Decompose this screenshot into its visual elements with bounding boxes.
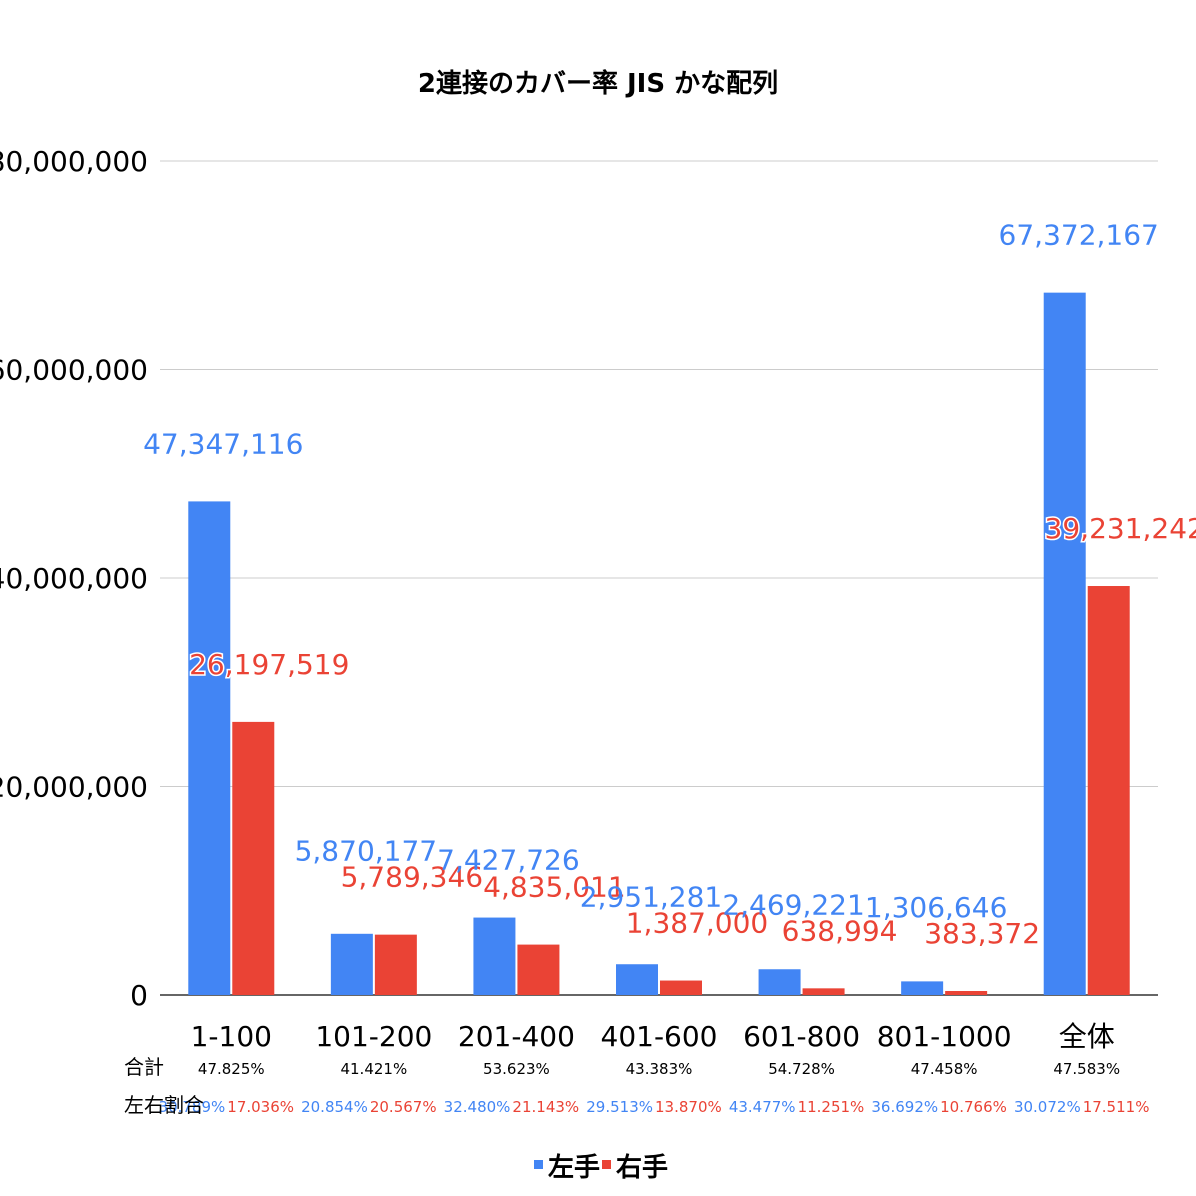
y-tick-label: 60,000,000 [0, 354, 148, 387]
total-percent: 41.421% [340, 1060, 407, 1078]
x-tick-label: 101-200 [315, 1020, 432, 1053]
data-label-right: 26,197,519 [189, 648, 349, 681]
bar-right [945, 991, 988, 995]
data-labels: 47,347,116 26,197,519 5,870,1775,789,3467,… [143, 219, 1196, 952]
right-ratio: 10.766% [940, 1098, 1007, 1116]
legend-label-right: 右手 [616, 1153, 668, 1183]
legend-swatch-left [534, 1160, 543, 1169]
gridlines [160, 160, 1158, 996]
data-label-left: 2,469,221 [722, 888, 865, 921]
x-tick-label: 全体 [1059, 1020, 1115, 1053]
bar-left [188, 501, 231, 995]
legend-label-left: 左手 [548, 1153, 600, 1183]
data-label-right: 4,835,011 [483, 871, 626, 904]
left-ratio: 32.480% [444, 1098, 511, 1116]
bar-left [1043, 292, 1086, 996]
bar-left [473, 917, 516, 995]
left-ratio: 43.477% [729, 1098, 796, 1116]
data-label-left: 1,306,646 [865, 891, 1008, 924]
left-ratio: 30.072% [1014, 1098, 1081, 1116]
left-ratio: 36.692% [871, 1098, 938, 1116]
right-ratio: 21.143% [512, 1098, 579, 1116]
total-percent: 43.383% [626, 1060, 693, 1078]
right-ratio: 17.036% [227, 1098, 294, 1116]
data-label-right: 638,994 [782, 914, 898, 947]
left-ratio: 29.513% [586, 1098, 653, 1116]
right-ratio: 13.870% [655, 1098, 722, 1116]
x-tick-label: 401-600 [601, 1020, 718, 1053]
legend: 左手 右手 [534, 1153, 668, 1183]
bar-right [374, 934, 417, 995]
bar-right [517, 944, 560, 995]
table-row-label-total: 合計 [124, 1055, 164, 1079]
bar-left [901, 981, 944, 995]
bar-right [1087, 586, 1130, 995]
y-tick-label: 0 [130, 979, 148, 1012]
y-tick-label: 20,000,000 [0, 771, 148, 804]
data-label-left: 47,347,116 [143, 427, 303, 460]
x-axis-ticks: 1-100 101-200 201-400 401-600 601-800 801-100… [191, 1020, 1115, 1053]
chart-title: 2連接のカバー率 JIS かな配列 [418, 68, 778, 99]
bar-right [232, 721, 275, 995]
data-label-right: 383,372 [924, 917, 1040, 950]
summary-table: 47.825% 30.789% 17.036% 41.421% 20.854% 20.56… [124, 1055, 1149, 1117]
bar-left [330, 933, 373, 995]
right-ratio: 17.511% [1083, 1098, 1150, 1116]
left-ratio: 30.789% [159, 1098, 226, 1116]
total-percent: 53.623% [483, 1060, 550, 1078]
data-label-right: 5,789,346 [341, 861, 484, 894]
data-label-right: 39,231,242 [1045, 512, 1196, 545]
data-label-right: 1,387,000 [626, 907, 769, 940]
left-ratio: 20.854% [301, 1098, 368, 1116]
bar-left [758, 969, 801, 995]
x-tick-label: 601-800 [743, 1020, 860, 1053]
right-ratio: 11.251% [798, 1098, 865, 1116]
data-label-left: 5,870,177 [295, 835, 438, 868]
y-tick-label: 40,000,000 [0, 562, 148, 595]
x-tick-label: 801-1000 [877, 1020, 1012, 1053]
total-percent: 47.583% [1053, 1060, 1120, 1078]
bar-left [616, 964, 658, 995]
x-tick-label: 201-400 [458, 1020, 575, 1053]
x-tick-label: 1-100 [191, 1020, 272, 1053]
total-percent: 47.458% [911, 1060, 978, 1078]
legend-swatch-right [602, 1160, 611, 1169]
y-tick-label: 80,000,000 [0, 145, 148, 178]
y-axis-ticks: 0 20,000,000 40,000,000 60,000,000 80,000,00… [0, 145, 148, 1012]
bar-right [802, 988, 845, 995]
data-label-left: 2,951,281 [580, 881, 723, 914]
right-ratio: 20.567% [370, 1098, 437, 1116]
table-row-label-ratio: 左右割合 [124, 1093, 204, 1117]
total-percent: 54.728% [768, 1060, 835, 1078]
data-label-left: 67,372,167 [999, 219, 1159, 252]
bars [188, 292, 1130, 996]
bar-right [660, 980, 702, 995]
total-percent: 47.825% [198, 1060, 265, 1078]
data-label-left: 7,427,726 [437, 844, 580, 877]
